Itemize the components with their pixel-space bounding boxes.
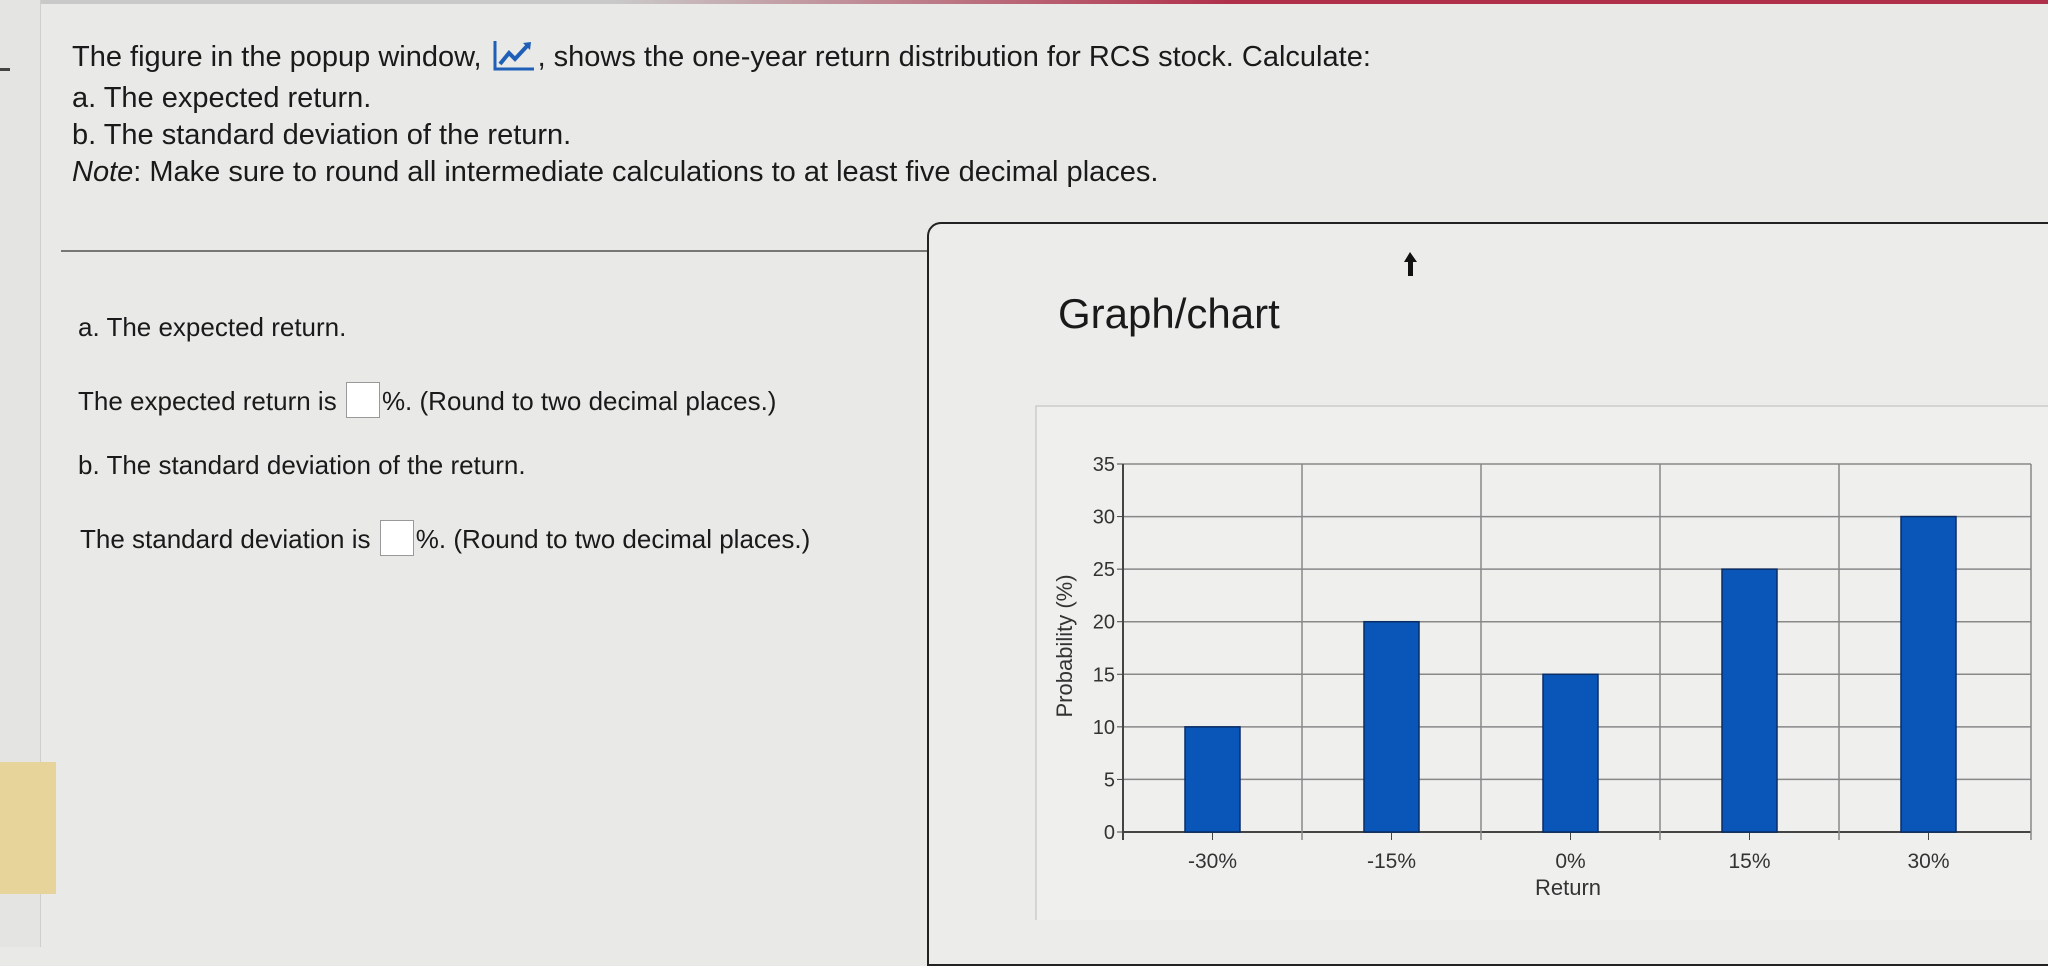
bar-15% xyxy=(1721,568,1778,833)
bar--30% xyxy=(1184,726,1241,833)
standard-deviation-input[interactable] xyxy=(379,520,414,556)
x-tick-label: 15% xyxy=(1728,850,1770,873)
question-note: Note: Make sure to round all intermediat… xyxy=(72,156,1159,188)
chart-popup-icon[interactable] xyxy=(492,38,536,72)
answer-a-line: The expected return is %. (Round to two … xyxy=(78,382,776,418)
mouse-cursor-icon xyxy=(1404,252,1417,276)
question-part-b: b. The standard deviation of the return. xyxy=(72,119,572,151)
y-tick-label: 15 xyxy=(1093,664,1115,686)
top-accent-bar xyxy=(0,0,2048,4)
y-tick-label: 25 xyxy=(1093,559,1115,581)
side-highlight xyxy=(0,762,56,894)
x-axis-label: Return xyxy=(1535,875,1601,900)
bar-0% xyxy=(1542,673,1599,833)
bar--15% xyxy=(1363,620,1420,833)
y-tick-label: 20 xyxy=(1093,612,1115,634)
x-tick-label: -15% xyxy=(1367,850,1416,873)
return-distribution-chart: 0 5 10 15 20 25 30 35 -30% -15% 0% 15% 30% Probabili… xyxy=(1035,405,2048,920)
y-tick-label: 30 xyxy=(1093,507,1115,529)
y-tick-label: 35 xyxy=(1093,454,1115,476)
gutter-marker xyxy=(0,68,10,71)
x-tick-label: 30% xyxy=(1907,850,1949,873)
divider xyxy=(61,250,931,252)
x-tick-label: -30% xyxy=(1188,850,1237,873)
y-tick-label: 0 xyxy=(1104,822,1115,844)
answer-b-line: The standard deviation is %. (Round to t… xyxy=(80,520,810,556)
y-tick-label: 10 xyxy=(1093,717,1115,739)
bar-30% xyxy=(1900,515,1957,833)
expected-return-input[interactable] xyxy=(345,382,380,418)
x-tick-label: 0% xyxy=(1555,850,1585,873)
chart-frame xyxy=(1035,405,2048,920)
answer-b-heading: b. The standard deviation of the return. xyxy=(78,450,526,480)
question-part-a: a. The expected return. xyxy=(72,82,372,114)
answer-a-heading: a. The expected return. xyxy=(78,312,347,342)
y-tick-label: 5 xyxy=(1104,769,1115,791)
question-intro: The figure in the popup window, , shows … xyxy=(72,38,1371,74)
popup-title: Graph/chart xyxy=(1058,290,1280,337)
y-axis-label: Probability (%) xyxy=(1052,574,1077,717)
